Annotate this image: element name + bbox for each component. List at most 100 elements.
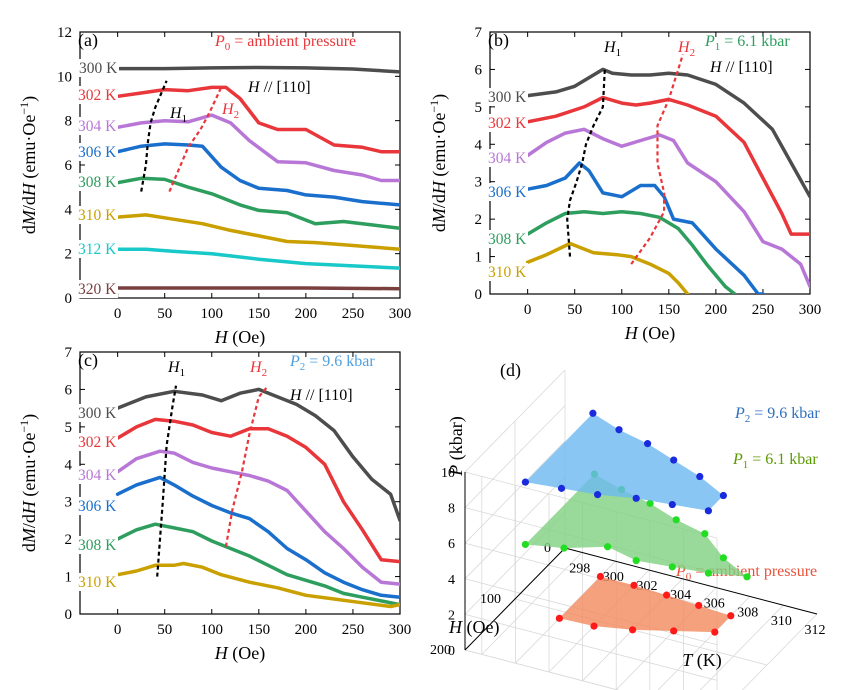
data-point-P0 [670, 627, 678, 635]
phase-symbol: H [167, 359, 181, 376]
series-label-bg [486, 88, 528, 106]
series-label-bg [486, 149, 528, 167]
h-axis [464, 547, 566, 651]
series-line-308K [115, 522, 400, 607]
phase-line-H1 [140, 80, 168, 192]
y-axis-label-d: d [19, 225, 39, 234]
panel-d: 02468102983003023043063083103120100200P … [430, 360, 826, 690]
data-point-P1 [672, 516, 680, 524]
data-point-P1 [560, 544, 568, 552]
series-label-302K: 302 K [488, 115, 527, 132]
series-label-302K: 302 K [78, 434, 117, 451]
series-label-304K: 304 K [488, 150, 527, 167]
series-label-312K: 312 K [78, 241, 117, 258]
pressure-value: = ambient pressure [230, 33, 356, 50]
x-axis-label-unit: (Oe) [638, 323, 675, 344]
data-point-P2 [589, 409, 597, 417]
x-tick-label: 150 [248, 622, 271, 638]
data-point-P0 [727, 612, 735, 620]
y-tick-label: 7 [65, 345, 73, 361]
y-axis-label-M: M [19, 209, 39, 226]
y-tick-label: 5 [475, 100, 483, 116]
surface-label-symbol: P [675, 563, 686, 580]
y-axis-label-slash: /d [19, 514, 39, 528]
series-label-304K: 304 K [78, 118, 117, 135]
phase-line-H1 [156, 385, 178, 577]
data-point-P1 [604, 543, 612, 551]
data-point-P0 [695, 601, 703, 610]
x-tick-label: 200 [295, 306, 318, 322]
data-point-P2 [557, 484, 566, 492]
p-tick-label: 0 [448, 644, 455, 659]
pressure-subscript: 2 [300, 361, 306, 373]
series-line-310K [115, 561, 400, 609]
phase-label-H1: H1 [603, 39, 621, 59]
series-label-bg [76, 536, 118, 554]
series-label-bg [76, 240, 118, 258]
y-tick-label: 6 [475, 62, 483, 78]
series-label-bg [76, 86, 118, 104]
data-point-P0 [590, 622, 598, 630]
y-axis-label-H: H [19, 500, 39, 515]
series-label-310K: 310 K [78, 207, 117, 224]
x-axis-label-symbol: H [214, 327, 229, 347]
h-axis-symbol: H [448, 617, 463, 637]
data-point-P1 [646, 499, 654, 507]
y-tick-label: 1 [475, 250, 483, 266]
series-label-bg [486, 230, 528, 248]
series-line-304K [115, 113, 400, 183]
y-axis-label-M: M [429, 207, 449, 224]
y-axis-label-unit: (emu·Oe [429, 113, 450, 181]
y-axis-label-exp: −1 [17, 420, 31, 433]
p-axis-symbol: P [446, 465, 466, 477]
data-point-P0 [711, 628, 719, 636]
x-tick-label: 250 [342, 306, 365, 322]
data-point-P1 [743, 573, 751, 581]
series-label-bg [76, 280, 118, 298]
panel-label: (b) [488, 30, 509, 51]
data-point-P2 [615, 426, 623, 434]
series-label-320K: 320 K [78, 281, 117, 298]
series-label-300K: 300 K [79, 60, 118, 77]
pressure-subscript: 0 [225, 41, 231, 53]
series-label-308K: 308 K [488, 231, 527, 248]
field-symbol: H [709, 59, 723, 76]
t-axis [564, 547, 818, 615]
y-axis-label-exp: −1 [427, 100, 441, 113]
y-axis-label-unit: (emu·Oe [19, 433, 40, 501]
data-point-P1 [521, 540, 530, 549]
p-tick-label: 8 [448, 502, 455, 517]
data-point-P1 [632, 557, 640, 565]
phase-subscript: 1 [616, 47, 622, 59]
y-tick-label: 3 [475, 175, 483, 191]
data-point-P1 [719, 554, 728, 562]
x-tick-label: 0 [114, 306, 122, 322]
y-tick-label: 1 [65, 570, 73, 586]
data-point-P0 [555, 614, 564, 622]
y-axis-label-exp: −1 [17, 102, 31, 115]
data-point-P2 [644, 440, 652, 448]
phase-subscript: 2 [234, 109, 240, 121]
phase-label-H1: H1 [169, 105, 187, 125]
series-label-302K: 302 K [78, 87, 117, 104]
x-tick-label: 100 [611, 302, 634, 318]
series-line-308K [115, 176, 400, 230]
series-line-312K [115, 247, 400, 270]
phase-symbol: H [169, 105, 183, 122]
pressure-label: P2 = 9.6 kbar [289, 353, 375, 373]
y-tick-label: 0 [65, 291, 73, 307]
y-axis-label: dM/dH (emu·Oe−1) [17, 414, 40, 552]
series-label-bg [76, 206, 118, 224]
panel-label: (a) [78, 30, 98, 51]
t-tick-label: 310 [771, 614, 792, 629]
series-label-310K: 310 K [78, 574, 117, 591]
p-tick-label: 2 [448, 608, 455, 623]
phase-symbol: H [221, 101, 235, 118]
phase-symbol: H [603, 39, 617, 56]
series-line-302K [115, 417, 400, 564]
x-tick-label: 150 [248, 306, 271, 322]
series-line-306K [115, 475, 400, 599]
pressure-subscript: 1 [715, 41, 721, 53]
